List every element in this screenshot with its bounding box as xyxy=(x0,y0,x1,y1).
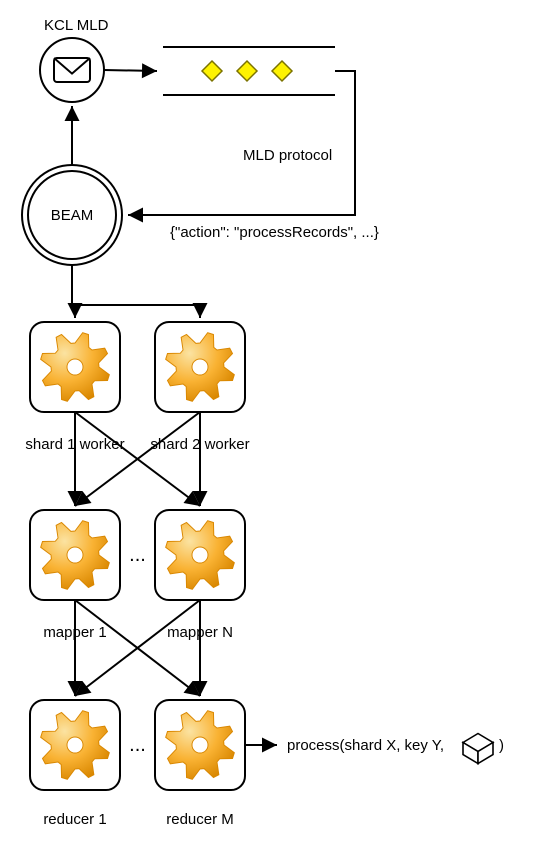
label-reducerM: reducer M xyxy=(166,811,234,828)
shard1-node xyxy=(30,322,120,412)
label-reducer1: reducer 1 xyxy=(43,811,106,828)
mapperN-node xyxy=(155,510,245,600)
edge-mld-to-stream xyxy=(104,70,157,71)
envelope-icon xyxy=(54,58,90,82)
stream-record-0 xyxy=(202,61,222,81)
ellipsis-mappers: ... xyxy=(129,544,146,566)
header-label: KCL MLD xyxy=(44,17,109,34)
mapper1-node xyxy=(30,510,120,600)
shard2-node xyxy=(155,322,245,412)
reducer1-node xyxy=(30,700,120,790)
stream-record-1 xyxy=(237,61,257,81)
cube-icon xyxy=(463,734,493,764)
beam-label: BEAM xyxy=(51,207,94,224)
label-mld-protocol: MLD protocol xyxy=(243,147,332,164)
label-process-post: ) xyxy=(499,737,504,754)
reducerM-node xyxy=(155,700,245,790)
label-json-msg: {"action": "processRecords", ...} xyxy=(170,224,379,241)
edge-mld-protocol xyxy=(128,71,355,215)
ellipsis-reducers: ... xyxy=(129,734,146,756)
label-process-pre: process(shard X, key Y, xyxy=(287,737,444,754)
stream-record-2 xyxy=(272,61,292,81)
